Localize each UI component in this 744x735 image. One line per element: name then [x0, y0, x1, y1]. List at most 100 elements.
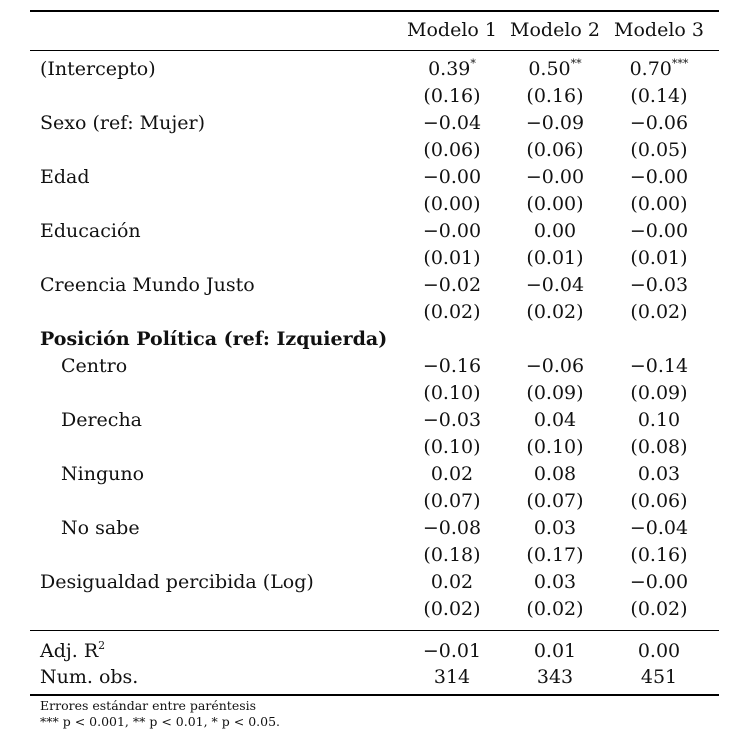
- stat-label-superscript: 2: [98, 639, 106, 652]
- standard-error-cell: (0.02): [423, 598, 481, 620]
- coefficient-value: −0.02: [422, 274, 482, 296]
- coefficient-cell: −0.00: [397, 220, 507, 242]
- standard-error-cell: (0.10): [423, 436, 481, 458]
- stat-label-text: Adj. R: [40, 640, 99, 662]
- stats-rule: [30, 630, 719, 631]
- row-label: Ninguno: [61, 463, 145, 485]
- coefficient-cell: −0.00: [500, 166, 610, 188]
- coefficient-value: −0.06: [629, 112, 689, 134]
- coefficient-value: 0.03: [533, 517, 577, 539]
- standard-error-cell: (0.16): [630, 544, 688, 566]
- coefficient-cell: 0.10: [604, 409, 714, 431]
- coefficient-cell: −0.00: [397, 166, 507, 188]
- standard-error-cell: (0.02): [630, 301, 688, 323]
- standard-error-cell: (0.01): [526, 247, 584, 269]
- coefficient-value: 0.00: [533, 220, 577, 242]
- coefficient-value: −0.00: [525, 166, 585, 188]
- coefficient-value: 0.08: [533, 463, 577, 485]
- stat-value: −0.01: [422, 640, 482, 662]
- row-label: Creencia Mundo Justo: [40, 274, 255, 296]
- coefficient-cell: 0.70***: [604, 58, 714, 80]
- row-label: Posición Política (ref: Izquierda): [40, 328, 388, 350]
- row-label: Edad: [40, 166, 90, 188]
- standard-error-cell: (0.01): [423, 247, 481, 269]
- bottom-rule: [30, 694, 719, 696]
- standard-error-cell: (0.08): [630, 436, 688, 458]
- row-label: (Intercepto): [40, 58, 156, 80]
- standard-error-cell: (0.06): [526, 139, 584, 161]
- coefficient-value: −0.16: [422, 355, 482, 377]
- coefficient-value: −0.09: [525, 112, 585, 134]
- coefficient-value: 0.03: [533, 571, 577, 593]
- standard-error-cell: (0.16): [526, 85, 584, 107]
- significance-stars: *: [470, 57, 476, 70]
- coefficient-cell: −0.04: [604, 517, 714, 539]
- standard-error-cell: (0.01): [630, 247, 688, 269]
- row-label: Centro: [61, 355, 128, 377]
- row-label: No sabe: [61, 517, 140, 539]
- coefficient-cell: 0.00: [500, 220, 610, 242]
- row-label: Desigualdad percibida (Log): [40, 571, 314, 593]
- coefficient-value: 0.50: [528, 58, 571, 80]
- header-modelo-2: Modelo 2: [510, 19, 600, 41]
- coefficient-value: 0.70: [629, 58, 672, 80]
- coefficient-cell: 0.50**: [500, 58, 610, 80]
- standard-error-cell: (0.06): [423, 139, 481, 161]
- coefficient-cell: 0.03: [500, 571, 610, 593]
- coefficient-cell: −0.06: [500, 355, 610, 377]
- significance-stars: **: [570, 57, 582, 70]
- standard-error-cell: (0.10): [526, 436, 584, 458]
- coefficient-value: 0.02: [430, 463, 474, 485]
- coefficient-value: 0.03: [637, 463, 681, 485]
- coefficient-cell: 0.03: [500, 517, 610, 539]
- standard-error-cell: (0.16): [423, 85, 481, 107]
- coefficient-value: −0.14: [629, 355, 689, 377]
- coefficient-cell: 0.08: [500, 463, 610, 485]
- coefficient-value: −0.00: [629, 166, 689, 188]
- coefficient-cell: −0.00: [604, 571, 714, 593]
- row-label: Sexo (ref: Mujer): [40, 112, 205, 134]
- coefficient-value: −0.08: [422, 517, 482, 539]
- standard-error-cell: (0.10): [423, 382, 481, 404]
- standard-error-cell: (0.00): [423, 193, 481, 215]
- coefficient-cell: 0.03: [604, 463, 714, 485]
- coefficient-cell: −0.04: [397, 112, 507, 134]
- stat-value: 0.00: [637, 640, 681, 662]
- coefficient-cell: −0.09: [500, 112, 610, 134]
- coefficient-value: 0.10: [637, 409, 681, 431]
- coefficient-cell: −0.03: [397, 409, 507, 431]
- standard-error-cell: (0.00): [526, 193, 584, 215]
- coefficient-cell: 0.39*: [397, 58, 507, 80]
- stat-value: 343: [536, 666, 574, 688]
- significance-stars: ***: [671, 57, 689, 70]
- coefficient-cell: −0.02: [397, 274, 507, 296]
- header-modelo-3: Modelo 3: [614, 19, 704, 41]
- coefficient-cell: 0.02: [397, 571, 507, 593]
- coefficient-value: −0.03: [629, 274, 689, 296]
- standard-error-cell: (0.02): [526, 598, 584, 620]
- standard-error-cell: (0.02): [423, 301, 481, 323]
- coefficient-value: 0.02: [430, 571, 474, 593]
- coefficient-value: −0.00: [629, 220, 689, 242]
- coefficient-cell: −0.00: [604, 166, 714, 188]
- standard-error-cell: (0.14): [630, 85, 688, 107]
- coefficient-value: −0.00: [422, 220, 482, 242]
- coefficient-value: 0.39: [428, 58, 471, 80]
- stat-value: 451: [640, 666, 678, 688]
- coefficient-value: −0.04: [422, 112, 482, 134]
- standard-error-cell: (0.17): [526, 544, 584, 566]
- header-rule: [30, 50, 719, 51]
- standard-error-cell: (0.09): [630, 382, 688, 404]
- standard-error-cell: (0.09): [526, 382, 584, 404]
- standard-error-cell: (0.18): [423, 544, 481, 566]
- coefficient-cell: −0.00: [604, 220, 714, 242]
- standard-error-cell: (0.07): [423, 490, 481, 512]
- stat-label: Adj. R2: [40, 640, 105, 662]
- standard-error-cell: (0.02): [526, 301, 584, 323]
- standard-error-cell: (0.07): [526, 490, 584, 512]
- row-label: Derecha: [61, 409, 143, 431]
- standard-error-cell: (0.05): [630, 139, 688, 161]
- stat-label-text: Num. obs.: [40, 666, 139, 688]
- top-rule: [30, 10, 719, 12]
- coefficient-cell: −0.04: [500, 274, 610, 296]
